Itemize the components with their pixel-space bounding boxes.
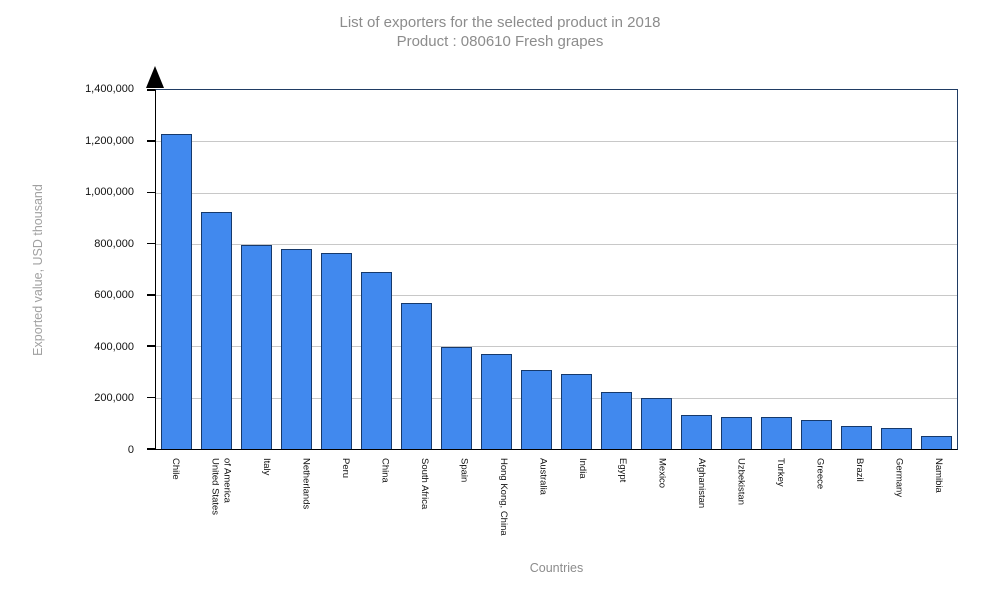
x-tick-label-greece: Greece (814, 458, 826, 490)
x-tick-label-peru: Peru (339, 458, 351, 479)
x-tick-label-mexico: Mexico (656, 458, 668, 489)
chart-title: List of exporters for the selected produ… (0, 13, 1000, 51)
bar-united-states-of-america (200, 211, 232, 449)
bar-italy (240, 245, 272, 449)
gridline (156, 346, 957, 348)
x-tick-label-china: China (379, 458, 391, 483)
gridline (156, 243, 957, 245)
bar-hong-kong-china (480, 353, 512, 449)
x-tick-label-uzbekistan: Uzbekistan (735, 458, 747, 505)
x-tick-label-hong-kong-china: Hong Kong, China (498, 458, 510, 536)
x-tick-label-spain: Spain (458, 458, 470, 483)
y-tick-label: 1,400,000 (85, 83, 134, 95)
y-tick-mark (147, 448, 155, 450)
x-tick-label-australia: Australia (537, 458, 549, 495)
y-tick-label: 0 (127, 444, 134, 456)
chart-title-line1: List of exporters for the selected produ… (339, 14, 661, 31)
bar-australia (520, 369, 552, 449)
bar-mexico (641, 397, 673, 449)
x-tick-label-chile: Chile (169, 458, 181, 480)
x-tick-label-turkey: Turkey (774, 458, 786, 487)
chart-title-line2: Product : 080610 Fresh grapes (396, 33, 604, 50)
bar-egypt (601, 391, 633, 449)
bar-afghanistan (681, 415, 713, 449)
bar-china (360, 272, 392, 449)
x-tick-label-south-africa: South Africa (419, 458, 431, 510)
y-tick-mark (147, 396, 155, 399)
x-tick-label-italy: Italy (260, 458, 272, 476)
gridline (156, 397, 957, 399)
x-tick-label-united-states-of-america: United States of America (209, 458, 233, 516)
bar-turkey (761, 417, 793, 449)
bar-south-africa (400, 302, 432, 449)
plot-area (147, 89, 958, 450)
bar-spain (440, 346, 472, 449)
x-tick-label-egypt: Egypt (616, 458, 628, 483)
bars (156, 90, 957, 449)
y-tick-label: 800,000 (94, 237, 134, 250)
bar-chile (160, 133, 192, 449)
x-tick-label-netherlands: Netherlands (300, 458, 312, 510)
x-tick-label-india: India (577, 458, 589, 479)
y-tick-label: 600,000 (94, 289, 134, 302)
x-axis-title: Countries (529, 561, 584, 575)
y-tick-label: 1,000,000 (85, 186, 134, 199)
y-tick-label: 400,000 (94, 340, 134, 353)
gridline (156, 192, 957, 194)
y-tick-label: 200,000 (94, 392, 134, 405)
gridline (156, 141, 957, 143)
y-tick-mark (147, 140, 155, 142)
bar-uzbekistan (721, 417, 753, 449)
x-tick-label-germany: Germany (893, 458, 905, 498)
y-tick-mark (147, 89, 155, 91)
y-tick-mark (147, 191, 155, 194)
y-tick-mark (147, 294, 155, 296)
y-tick-mark (147, 242, 155, 245)
bar-germany (881, 428, 913, 449)
bar-greece (801, 420, 833, 449)
y-tick-mark (147, 345, 155, 347)
x-tick-labels: Chile United States of America Italy Nether… (155, 458, 958, 536)
gridline (156, 295, 957, 297)
x-tick-label-brazil: Brazil (854, 458, 866, 482)
bar-india (560, 374, 592, 449)
y-tick-labels: 0 200,000 400,000 600,000 800,000 1,000,000 1,… (0, 83, 146, 456)
x-tick-label-afghanistan: Afghanistan (695, 458, 707, 509)
y-tick-label: 1,200,000 (85, 134, 134, 147)
bar-peru (320, 252, 352, 449)
bar-namibia (921, 435, 953, 449)
y-axis-arrow-icon (146, 66, 164, 88)
x-tick-label-namibia: Namibia (933, 458, 945, 493)
bar-brazil (841, 426, 873, 449)
bar-netherlands (280, 249, 312, 449)
